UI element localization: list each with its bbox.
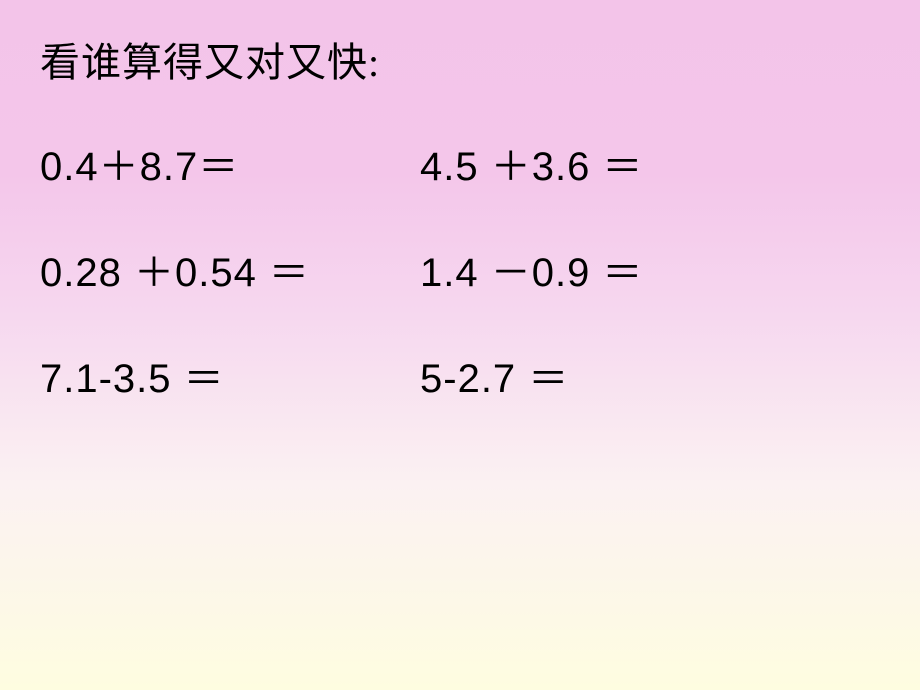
slide-content: 看谁算得又对又快: 0.4＋8.7＝ 4.5 ＋3.6 ＝ 0.28 ＋0.54…	[0, 0, 920, 404]
equation-rows: 0.4＋8.7＝ 4.5 ＋3.6 ＝ 0.28 ＋0.54 ＝ 1.4 －0.…	[40, 134, 920, 404]
equation-row: 0.28 ＋0.54 ＝ 1.4 －0.9 ＝	[40, 240, 920, 298]
slide-title: 看谁算得又对又快:	[40, 30, 920, 88]
equation-left: 0.4＋8.7＝	[40, 134, 420, 192]
equation-right: 5-2.7 ＝	[420, 346, 920, 404]
equation-right: 4.5 ＋3.6 ＝	[420, 134, 920, 192]
equation-row: 7.1-3.5 ＝ 5-2.7 ＝	[40, 346, 920, 404]
equation-right: 1.4 －0.9 ＝	[420, 240, 920, 298]
equation-row: 0.4＋8.7＝ 4.5 ＋3.6 ＝	[40, 134, 920, 192]
equation-left: 7.1-3.5 ＝	[40, 346, 420, 404]
equation-left: 0.28 ＋0.54 ＝	[40, 240, 420, 298]
